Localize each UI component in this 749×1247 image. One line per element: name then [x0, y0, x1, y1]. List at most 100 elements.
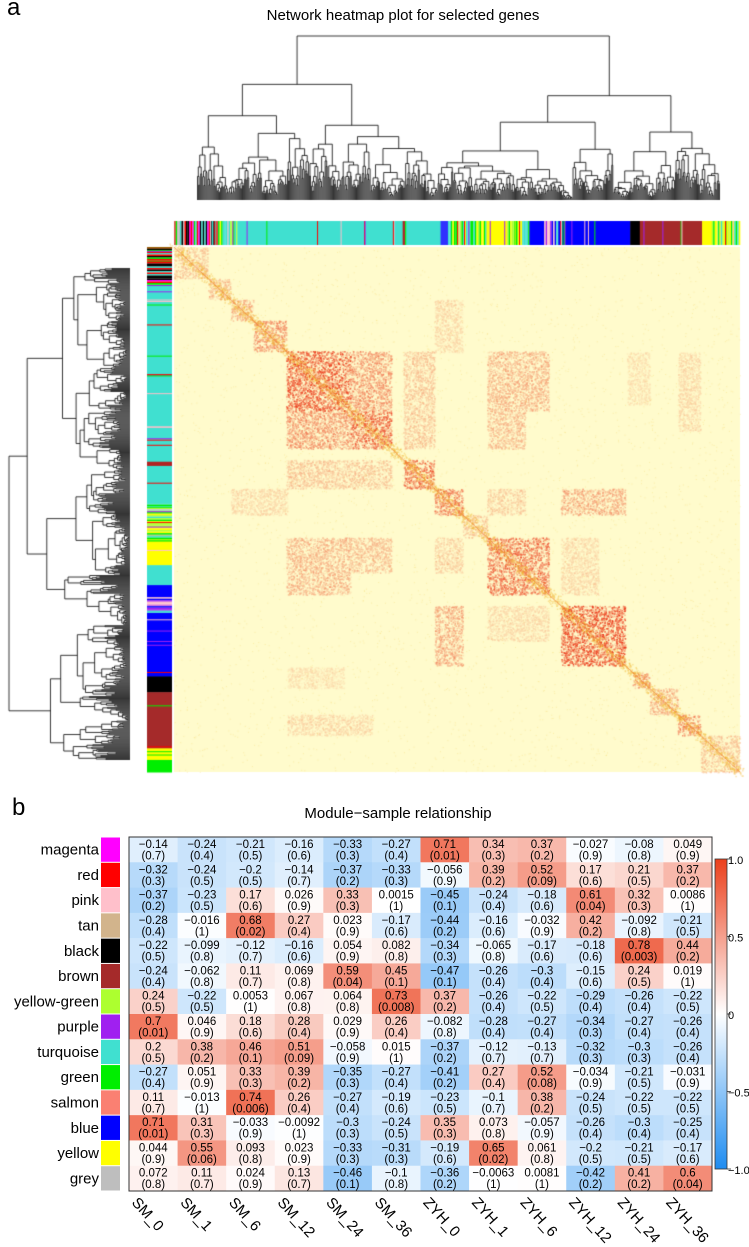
- heatmap-cell: [566, 938, 616, 964]
- cell-correlation: −0.3: [628, 1117, 651, 1129]
- cell-correlation: −0.3: [628, 1041, 651, 1053]
- cell-correlation: 0.046: [187, 1016, 216, 1028]
- heatmap-cell: [517, 988, 567, 1015]
- heatmap-cell: [371, 887, 421, 914]
- cell-correlation: −0.36: [430, 1168, 459, 1180]
- cell-correlation: 0.0086: [670, 890, 705, 902]
- cell-correlation: 0.27: [482, 1067, 504, 1079]
- cell-pvalue: (0.7): [239, 952, 263, 964]
- cell-pvalue: (0.6): [433, 1154, 457, 1166]
- heatmap-cell: [177, 1064, 227, 1091]
- cell-correlation: −0.23: [430, 1092, 459, 1104]
- module-color-swatch: [101, 1166, 120, 1191]
- heatmap-cell: [226, 1140, 276, 1167]
- cell-correlation: −0.14: [284, 864, 314, 876]
- heatmap-cell: [517, 1039, 567, 1065]
- cell-correlation: 0.59: [336, 965, 358, 977]
- heatmap-cell: [323, 1064, 373, 1091]
- cell-pvalue: (0.09): [527, 876, 557, 888]
- heatmap-cell: [614, 1014, 664, 1040]
- cell-correlation: 0.023: [333, 915, 362, 927]
- module-color-swatch: [101, 1014, 120, 1039]
- cell-correlation: −0.062: [184, 965, 220, 977]
- heatmap-cell: [226, 912, 276, 939]
- module-color-swatch: [101, 989, 120, 1014]
- cell-correlation: −0.26: [576, 1117, 605, 1129]
- heatmap-cell: [274, 1089, 324, 1116]
- cell-correlation: 0.7: [145, 1016, 161, 1028]
- heatmap-cell: [663, 1089, 713, 1116]
- heatmap-cell: [517, 1115, 567, 1141]
- cell-correlation: −0.27: [625, 1016, 654, 1028]
- heatmap-cell: [614, 1115, 664, 1141]
- cell-correlation: −0.16: [479, 915, 508, 927]
- cell-correlation: −0.3: [336, 1117, 359, 1129]
- module-color-swatch: [101, 1115, 120, 1140]
- cell-pvalue: (0.9): [676, 1078, 700, 1090]
- cell-correlation: 0.39: [288, 1067, 310, 1079]
- row-label-yellow: yellow: [57, 1145, 99, 1162]
- cell-correlation: −0.2: [239, 864, 262, 876]
- heatmap-cell: [420, 963, 470, 990]
- cell-pvalue: (0.7): [287, 876, 311, 888]
- cell-pvalue: (0.8): [530, 1154, 554, 1166]
- cell-correlation: −0.12: [479, 1041, 508, 1053]
- heatmap-cell: [274, 912, 324, 939]
- cell-correlation: −0.35: [333, 1067, 362, 1079]
- cell-correlation: −0.24: [139, 965, 169, 977]
- cell-correlation: −0.08: [625, 839, 654, 851]
- cell-correlation: −0.057: [524, 1117, 560, 1129]
- heatmap-cell: [517, 1014, 567, 1040]
- cell-correlation: −0.31: [382, 1142, 411, 1154]
- heatmap-cell: [566, 862, 616, 888]
- cell-correlation: 0.35: [434, 1117, 456, 1129]
- cell-correlation: −0.18: [576, 940, 605, 952]
- cell-pvalue: (0.8): [190, 952, 214, 964]
- heatmap-cell: [129, 1064, 178, 1091]
- cell-pvalue: (0.01): [430, 851, 460, 863]
- cell-correlation: −0.15: [576, 965, 605, 977]
- cell-pvalue: (0.8): [627, 926, 651, 938]
- heatmap-cell: [226, 887, 276, 914]
- heatmap-cell: [323, 1014, 373, 1040]
- heatmap-cell: [469, 963, 518, 990]
- cell-correlation: −0.46: [333, 1168, 362, 1180]
- cell-correlation: 0.65: [482, 1142, 504, 1154]
- cell-correlation: −0.033: [233, 1117, 269, 1129]
- cell-correlation: −0.034: [573, 1067, 609, 1079]
- cell-pvalue: (0.3): [336, 901, 360, 913]
- heatmap-cell: [420, 1064, 470, 1091]
- cell-pvalue: (0.6): [239, 901, 263, 913]
- cell-correlation: 0.27: [288, 915, 310, 927]
- heatmap-cell: [614, 1039, 664, 1065]
- cell-correlation: 0.049: [673, 839, 702, 851]
- heatmap-cell: [177, 938, 227, 964]
- cell-correlation: −0.21: [625, 1067, 654, 1079]
- colorbar-tick-label: 1.0: [728, 855, 743, 867]
- heatmap-cell: [663, 1039, 713, 1065]
- heatmap-cell: [614, 988, 664, 1015]
- heatmap-cell: [517, 862, 567, 888]
- cell-correlation: −0.27: [139, 1067, 168, 1079]
- cell-pvalue: (0.5): [530, 1002, 554, 1014]
- heatmap-cell: [469, 1140, 518, 1167]
- cell-correlation: 0.17: [579, 864, 601, 876]
- cell-pvalue: (0.4): [384, 1078, 408, 1090]
- cell-correlation: −0.26: [673, 1041, 702, 1053]
- cell-pvalue: (0.2): [336, 876, 360, 888]
- panel-b-label: b: [12, 794, 26, 821]
- heatmap-cell: [566, 1140, 616, 1167]
- cell-pvalue: (0.5): [676, 926, 700, 938]
- heatmap-cell: [226, 938, 276, 964]
- cell-correlation: 0.024: [236, 1168, 265, 1180]
- heatmap-cell: [517, 912, 567, 939]
- cell-correlation: 0.061: [528, 1142, 557, 1154]
- cell-correlation: −0.37: [430, 1041, 459, 1053]
- cell-pvalue: (0.6): [287, 851, 311, 863]
- cell-pvalue: (0.7): [141, 1103, 165, 1115]
- cell-correlation: −0.013: [184, 1092, 220, 1104]
- cell-pvalue: (0.4): [627, 1028, 651, 1040]
- row-label-blue: blue: [71, 1120, 99, 1137]
- heatmap-cell: [371, 1089, 421, 1116]
- heatmap-cell: [371, 1115, 421, 1141]
